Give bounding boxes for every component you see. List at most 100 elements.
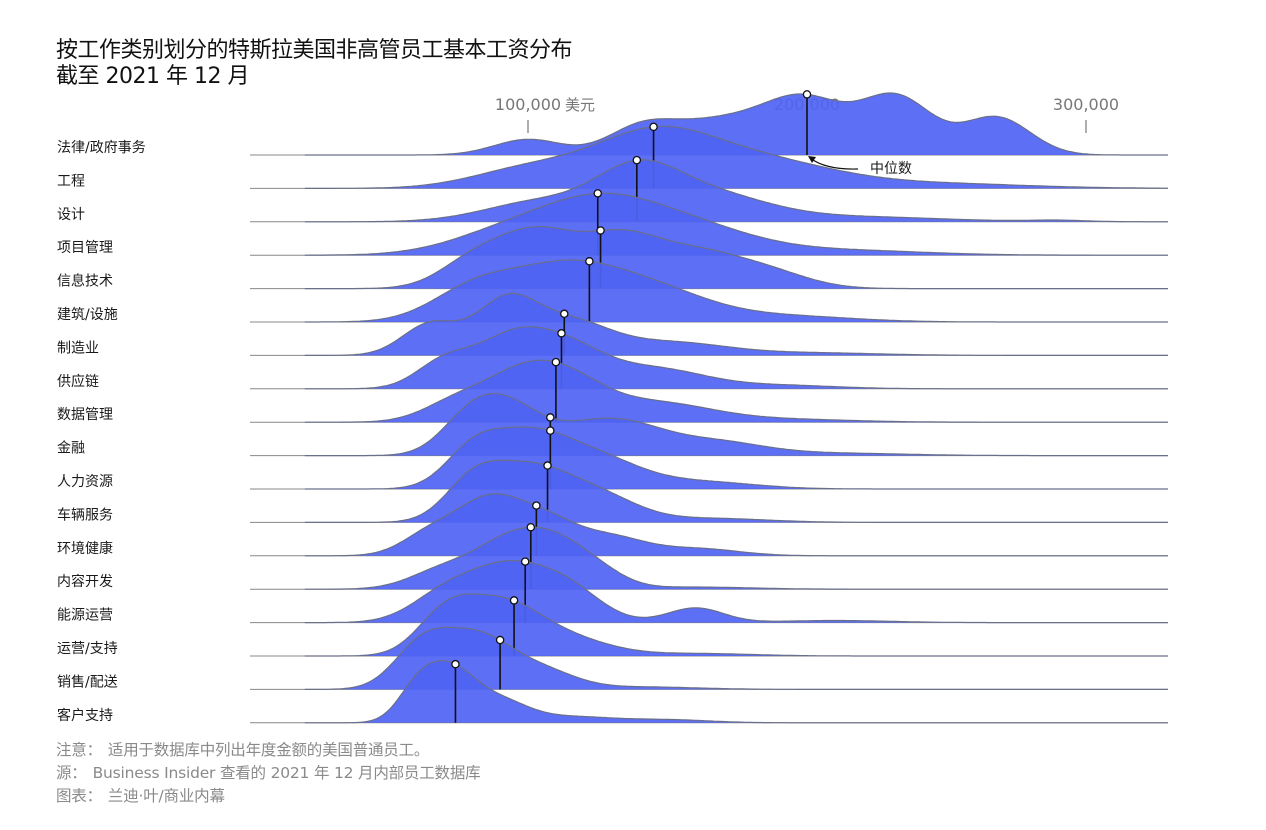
ridge-area <box>272 93 1168 155</box>
row-label: 人力资源 <box>57 474 113 490</box>
ridge-outline <box>304 226 1168 290</box>
note-text: 适用于数据库中列出年度金额的美国普通员工。 <box>107 741 430 759</box>
row-label: 环境健康 <box>57 540 113 557</box>
ridge-area <box>272 627 1168 690</box>
source-line: 源： Business Insider 查看的 2021 年 12 月内部员工数据… <box>56 762 1056 785</box>
median-dot <box>520 557 530 566</box>
ridge-outline <box>304 259 1168 323</box>
ridge-area <box>272 660 1168 723</box>
ridge-area <box>272 126 1168 189</box>
median-dot <box>509 596 519 605</box>
ridge-area <box>272 527 1168 590</box>
median-dot <box>495 635 505 645</box>
x-tick-label: 100,000 <box>495 95 561 114</box>
median-dot <box>560 309 569 319</box>
ridge-row <box>250 522 1168 590</box>
row-label: 数据管理 <box>57 407 113 423</box>
row-label: 车辆服务 <box>57 506 113 523</box>
footer-notes: 注意： 适用于数据库中列出年度金额的美国普通员工。 源： Business Insi… <box>56 739 1056 808</box>
ridge-outline <box>304 359 1168 423</box>
row-label: 运营/支持 <box>57 641 118 657</box>
row-label: 能源运营 <box>57 608 113 624</box>
x-tick-unit: 美元 <box>565 96 595 114</box>
source-text: Business Insider 查看的 2021 年 12 月内部员工数据库 <box>92 764 481 782</box>
x-tick-label: 300,000 <box>1053 95 1119 114</box>
ridge-outline <box>304 426 1168 490</box>
median-dot <box>532 501 541 510</box>
ridge-outline <box>304 526 1168 590</box>
ridge-outline <box>304 459 1168 523</box>
ridge-outline <box>304 493 1168 557</box>
row-label: 制造业 <box>57 340 99 356</box>
chart-title: 按工作类别划分的特斯拉美国非高管员工基本工资分布 <box>56 38 573 63</box>
ridge-outline <box>304 125 1168 189</box>
ridge-outline <box>304 159 1168 223</box>
ridge-outline <box>304 593 1168 657</box>
source-label: 源： <box>56 764 87 782</box>
ridge-area <box>272 560 1168 623</box>
ridge-area <box>272 159 1168 222</box>
ridge-row <box>250 593 1168 657</box>
row-label: 信息技术 <box>57 273 113 290</box>
ridge-outline <box>304 92 1168 156</box>
row-label: 法律/政府事务 <box>57 140 146 156</box>
row-label: 销售/配送 <box>57 674 118 690</box>
ridge-area <box>272 460 1168 523</box>
median-annotation: 中位数 <box>808 156 912 177</box>
ridge-area <box>272 493 1168 556</box>
chart-title-block: 按工作类别划分的特斯拉美国非高管员工基本工资分布 截至 2021 年 12 月 <box>56 38 956 90</box>
note-label: 注意： <box>56 741 102 759</box>
annotation-label: 中位数 <box>870 161 912 177</box>
ridge-area <box>272 360 1168 423</box>
median-dot <box>451 659 460 669</box>
median-dot <box>546 413 555 422</box>
median-dot <box>596 226 605 235</box>
credit-label: 图表： <box>56 787 102 805</box>
row-label: 客户支持 <box>57 707 113 724</box>
row-label: 金融 <box>57 441 85 457</box>
ridge-area <box>272 326 1168 389</box>
ridge-outline <box>304 626 1168 690</box>
median-dot <box>632 155 642 165</box>
ridge-row <box>250 557 1168 624</box>
ridge-row <box>250 626 1168 690</box>
median-dot <box>546 426 555 435</box>
chart-subtitle: 截至 2021 年 12 月 <box>56 64 249 89</box>
annotation-arrowhead <box>808 156 816 163</box>
row-label: 工程 <box>57 173 85 189</box>
row-label: 内容开发 <box>57 573 113 590</box>
ridge-row <box>250 326 1168 390</box>
ridge-outline <box>304 326 1168 390</box>
row-label: 设计 <box>57 207 85 223</box>
ridge-row <box>250 459 1168 523</box>
row-label: 项目管理 <box>57 240 113 256</box>
median-dot <box>543 461 552 470</box>
ridge-outline <box>304 192 1168 256</box>
ridge-area <box>272 393 1168 456</box>
median-dot <box>649 122 658 132</box>
ridge-row <box>250 393 1168 457</box>
median-dot <box>526 522 536 532</box>
row-label: 供应链 <box>57 373 99 390</box>
ridge-area <box>272 594 1168 656</box>
ridge-outline <box>304 292 1168 356</box>
ridge-row <box>250 659 1168 724</box>
credit-text: 兰迪·叶/商业内幕 <box>107 787 225 805</box>
note-line: 注意： 适用于数据库中列出年度金额的美国普通员工。 <box>56 739 1056 762</box>
median-dot <box>557 329 566 338</box>
median-dot <box>593 189 603 198</box>
row-label: 建筑/设施 <box>57 307 118 323</box>
ridge-row <box>250 493 1168 557</box>
ridge-area <box>272 427 1168 489</box>
median-dot <box>802 90 812 99</box>
ridge-outline <box>304 393 1168 457</box>
ridge-row <box>250 357 1168 423</box>
ridge-row <box>250 426 1168 490</box>
ridge-outline <box>304 560 1168 624</box>
credit-line: 图表： 兰迪·叶/商业内幕 <box>56 785 1056 808</box>
median-dot <box>585 257 594 266</box>
median-dot <box>551 357 561 367</box>
ridge-outline <box>304 660 1168 724</box>
